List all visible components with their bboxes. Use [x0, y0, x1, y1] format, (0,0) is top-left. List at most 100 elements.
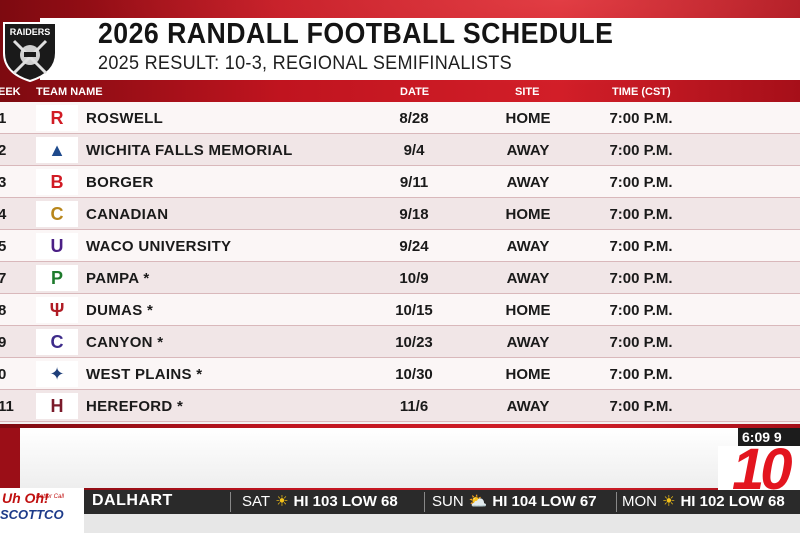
table-row: 8 Ψ DUMAS * 10/15 HOME 7:00 P.M.: [0, 294, 800, 326]
game-site: AWAY: [506, 270, 550, 287]
game-date: 9/4: [403, 142, 425, 159]
team-name: HEREFORD *: [86, 398, 184, 415]
game-time: 7:00 P.M.: [609, 206, 673, 223]
sponsor-line2: Better Call: [36, 494, 65, 500]
ticker-separator: [230, 492, 231, 512]
game-time: 7:00 P.M.: [609, 302, 673, 319]
team-logo-mark: H: [50, 395, 64, 416]
game-date: 10/23: [395, 334, 433, 351]
week-number: 1: [0, 110, 7, 127]
team-logo-icon: C: [36, 201, 78, 227]
game-date: 9/18: [399, 206, 429, 223]
team-logo-icon: Ψ: [36, 297, 78, 323]
team-logo-mark: C: [50, 331, 64, 352]
column-header: EEK TEAM NAME DATE SITE TIME (CST): [0, 84, 800, 102]
ticker-separator: [424, 492, 425, 512]
team-name: WICHITA FALLS MEMORIAL: [86, 142, 293, 159]
left-red-strip: [0, 428, 20, 488]
table-row: 0 ✦ WEST PLAINS * 10/30 HOME 7:00 P.M.: [0, 358, 800, 390]
weather-low: LOW 68: [341, 493, 398, 510]
team-logo-mark: R: [50, 107, 64, 128]
sun-icon: ☀: [662, 493, 676, 510]
station-logo: 10: [718, 446, 800, 490]
team-name: ROSWELL: [86, 110, 164, 127]
game-site: AWAY: [506, 398, 550, 415]
game-time: 7:00 P.M.: [609, 334, 673, 351]
logo-text: RAIDERS: [10, 27, 51, 37]
team-logo-icon: P: [36, 265, 78, 291]
weather-day: MON ☀ HI 102 LOW 68: [622, 492, 785, 510]
weather-day-name: SUN: [432, 493, 464, 510]
weather-day: SUN ⛅ HI 104 LOW 67: [432, 492, 597, 510]
weather-hi: HI 102: [680, 493, 725, 510]
team-logo-icon: B: [36, 169, 78, 195]
table-row: 2 ▲ WICHITA FALLS MEMORIAL 9/4 AWAY 7:00 P.M.: [0, 134, 800, 166]
table-row: 11 H HEREFORD * 11/6 AWAY 7:00 P.M.: [0, 390, 800, 422]
game-date: 10/30: [395, 366, 433, 383]
table-row: 5 U WACO UNIVERSITY 9/24 AWAY 7:00 P.M.: [0, 230, 800, 262]
weather-day-name: SAT: [242, 493, 271, 510]
week-number: 7: [0, 270, 7, 287]
week-number: 4: [0, 206, 7, 223]
game-date: 8/28: [399, 110, 429, 127]
game-site: HOME: [505, 206, 551, 223]
weather-low: LOW 68: [728, 493, 785, 510]
page-subtitle: 2025 RESULT: 10-3, REGIONAL SEMIFINALIST…: [98, 53, 512, 74]
week-number: 11: [0, 398, 14, 415]
column-site: SITE: [515, 86, 540, 98]
team-logo-icon: H: [36, 393, 78, 419]
game-site: AWAY: [506, 334, 550, 351]
game-site: HOME: [505, 110, 551, 127]
week-number: 2: [0, 142, 7, 159]
weather-hi: HI 104: [492, 493, 537, 510]
game-time: 7:00 P.M.: [609, 366, 673, 383]
week-number: 3: [0, 174, 7, 191]
raiders-shield-logo: RAIDERS: [3, 22, 57, 83]
station-logo-text: 10: [732, 446, 792, 490]
clock-text: 6:09 9: [742, 429, 782, 445]
team-name: WEST PLAINS *: [86, 366, 203, 383]
game-site: HOME: [505, 366, 551, 383]
weather-day-name: MON: [622, 493, 657, 510]
team-name: WACO UNIVERSITY: [86, 238, 232, 255]
weather-hi: HI 103: [293, 493, 338, 510]
weather-city: DALHART: [92, 492, 173, 509]
team-name: CANYON *: [86, 334, 164, 351]
game-time: 7:00 P.M.: [609, 270, 673, 287]
ticker-separator: [616, 492, 617, 512]
table-row: 3 B BORGER 9/11 AWAY 7:00 P.M.: [0, 166, 800, 198]
team-logo-mark: U: [50, 235, 64, 256]
week-number: 8: [0, 302, 7, 319]
table-row: 1 R ROSWELL 8/28 HOME 7:00 P.M.: [0, 102, 800, 134]
table-row: 9 C CANYON * 10/23 AWAY 7:00 P.M.: [0, 326, 800, 358]
table-row: 7 P PAMPA * 10/9 AWAY 7:00 P.M.: [0, 262, 800, 294]
team-logo-icon: ✦: [36, 361, 78, 387]
column-team: TEAM NAME: [36, 86, 103, 98]
team-name: PAMPA *: [86, 270, 150, 287]
team-logo-mark: ✦: [49, 363, 65, 384]
sun-icon: ☀: [275, 493, 289, 510]
column-week: EEK: [0, 86, 21, 98]
partly-cloudy-icon: ⛅: [468, 493, 488, 510]
game-date: 9/11: [399, 174, 429, 191]
sponsor-line1: Uh Oh!: [2, 490, 49, 506]
team-logo-icon: ▲: [36, 137, 78, 163]
team-logo-icon: U: [36, 233, 78, 259]
team-logo-mark: B: [50, 171, 64, 192]
title-band: [40, 18, 800, 80]
week-number: 0: [0, 366, 7, 383]
weather-low: LOW 67: [540, 493, 597, 510]
game-time: 7:00 P.M.: [609, 142, 673, 159]
game-site: AWAY: [506, 238, 550, 255]
team-logo-mark: P: [50, 267, 63, 288]
game-date: 9/24: [399, 238, 429, 255]
week-number: 5: [0, 238, 7, 255]
team-logo-icon: C: [36, 329, 78, 355]
game-date: 10/9: [399, 270, 429, 287]
game-site: AWAY: [506, 142, 550, 159]
game-time: 7:00 P.M.: [609, 238, 673, 255]
table-row: 4 C CANADIAN 9/18 HOME 7:00 P.M.: [0, 198, 800, 230]
clock-box: [738, 428, 800, 446]
team-logo-icon: R: [36, 105, 78, 131]
sponsor-line3: SCOTTCO: [0, 507, 64, 522]
